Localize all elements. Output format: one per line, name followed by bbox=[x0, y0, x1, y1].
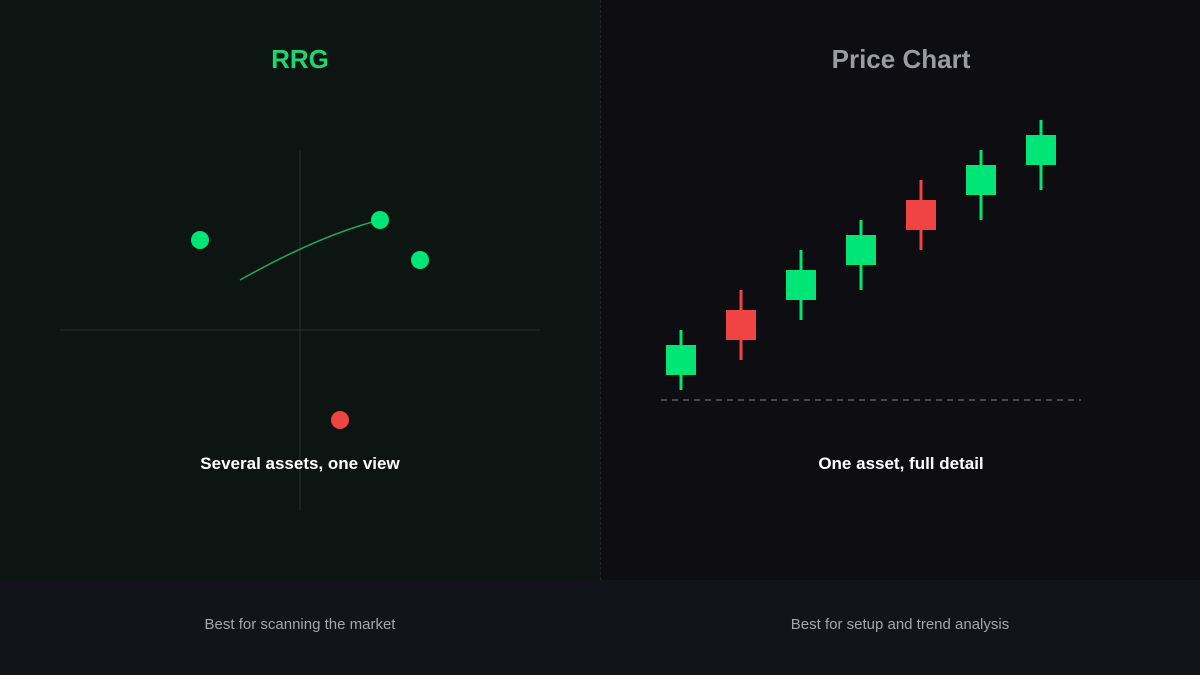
candle-body bbox=[906, 200, 936, 230]
candle bbox=[1026, 120, 1056, 190]
candle bbox=[966, 150, 996, 220]
rrg-caption: Several assets, one view bbox=[200, 454, 400, 473]
candle-body bbox=[726, 310, 756, 340]
rrg-trail-line bbox=[239, 219, 381, 281]
price-chart-footer-note: Best for setup and trend analysis bbox=[790, 616, 1010, 633]
rrg-point bbox=[411, 251, 429, 269]
candle bbox=[666, 330, 696, 390]
candle-body bbox=[666, 345, 696, 375]
candlestick-diagram bbox=[661, 120, 1081, 401]
candle-body bbox=[786, 270, 816, 300]
rrg-point bbox=[331, 411, 349, 429]
rrg-title: RRG bbox=[271, 44, 329, 74]
footer-bar: Best for scanning the market Best for se… bbox=[0, 580, 1200, 675]
candle bbox=[786, 250, 816, 320]
rrg-point bbox=[371, 211, 389, 229]
rrg-point bbox=[191, 231, 209, 249]
rrg-diagram bbox=[60, 150, 540, 510]
candle bbox=[846, 220, 876, 290]
price-chart-panel: Price Chart One ass bbox=[600, 0, 1200, 580]
rrg-panel: RRG Several assets, one view bbox=[0, 0, 600, 580]
candle-body bbox=[966, 165, 996, 195]
candle bbox=[906, 180, 936, 250]
candle-body bbox=[1026, 135, 1056, 165]
price-chart-title: Price Chart bbox=[831, 44, 971, 74]
rrg-footer-note: Best for scanning the market bbox=[204, 616, 396, 633]
price-chart-caption: One asset, full detail bbox=[818, 454, 984, 473]
candle bbox=[726, 290, 756, 360]
candle-body bbox=[846, 235, 876, 265]
